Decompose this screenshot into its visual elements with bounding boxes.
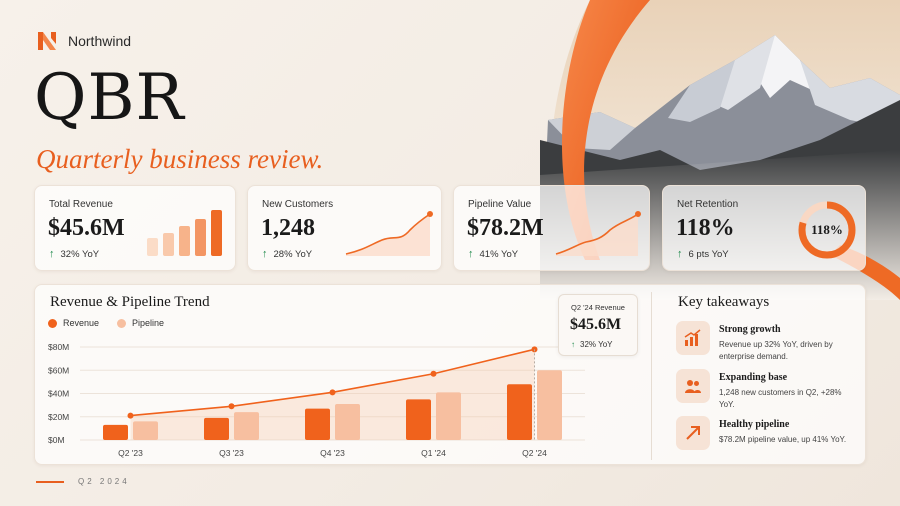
kpi-value: 1,248 xyxy=(261,215,315,241)
bar-pipeline xyxy=(436,392,461,440)
arrow-up-icon: ↑ xyxy=(468,248,474,260)
x-tick-label: Q4 '23 xyxy=(320,448,345,458)
x-tick-label: Q1 '24 xyxy=(421,448,446,458)
bar-revenue xyxy=(305,408,330,440)
footer-accent-line xyxy=(36,481,64,483)
page-title: QBR xyxy=(34,61,185,135)
x-tick-label: Q3 '23 xyxy=(219,448,244,458)
bar-revenue xyxy=(507,384,532,440)
bar-revenue xyxy=(103,424,128,440)
y-tick-label: $20M xyxy=(48,412,69,422)
arrow-up-right-icon xyxy=(676,416,710,450)
n-logo-icon xyxy=(38,32,56,50)
kpi-label: New Customers xyxy=(262,199,334,210)
y-tick-label: $80M xyxy=(48,342,69,352)
bar-pipeline xyxy=(335,403,360,440)
panel-divider xyxy=(651,292,652,460)
line-point xyxy=(430,370,437,377)
bar-pipeline xyxy=(537,370,562,440)
kpi-delta-text: 32% YoY xyxy=(60,248,100,260)
tooltip-delta: ↑ 32% YoY xyxy=(571,340,612,349)
takeaway-title: Strong growth xyxy=(719,324,781,335)
kpi-delta: ↑ 32% YoY xyxy=(49,248,99,260)
bar-trend-icon xyxy=(147,210,222,256)
takeaway-text: Revenue up 32% YoY, driven by enterprise… xyxy=(719,340,833,361)
bar-pipeline xyxy=(133,421,158,440)
chart-legend: Revenue Pipeline xyxy=(48,318,164,328)
bar-revenue xyxy=(204,417,229,440)
tooltip-label: Q2 '24 Revenue xyxy=(571,303,625,312)
footer-text: Q2 2024 xyxy=(78,477,130,486)
kpi-value: 118% xyxy=(676,215,735,241)
legend-item-pipeline[interactable]: Pipeline xyxy=(117,318,164,328)
chart-tooltip: Q2 '24 Revenue $45.6M ↑ 32% YoY xyxy=(558,294,638,356)
takeaway-text: $78.2M pipeline value, up 41% YoY. xyxy=(719,435,847,444)
kpi-value: $78.2M xyxy=(467,215,544,241)
kpi-delta-text: 6 pts YoY xyxy=(688,248,729,260)
retention-gauge: 118% xyxy=(798,201,856,259)
kpi-label: Total Revenue xyxy=(49,199,113,210)
kpi-card-revenue[interactable]: Total Revenue $45.6M ↑ 32% YoY xyxy=(34,185,236,271)
arrow-up-icon: ↑ xyxy=(677,248,683,260)
line-trend-icon xyxy=(345,211,433,256)
tooltip-delta-text: 32% YoY xyxy=(580,340,613,349)
line-point xyxy=(127,412,134,419)
kpi-label: Net Retention xyxy=(677,199,739,210)
takeaway-title: Expanding base xyxy=(719,372,788,383)
legend-swatch xyxy=(48,318,57,328)
tooltip-value: $45.6M xyxy=(570,316,622,333)
kpi-delta: ↑ 6 pts YoY xyxy=(677,248,729,260)
line-trend-icon xyxy=(555,211,641,256)
page-subtitle: Quarterly business review. xyxy=(36,144,324,174)
legend-item-revenue[interactable]: Revenue xyxy=(48,318,99,328)
kpi-delta: ↑ 28% YoY xyxy=(262,248,312,260)
chart-title: Revenue & Pipeline Trend xyxy=(50,294,210,310)
arrow-up-icon: ↑ xyxy=(262,248,268,260)
x-tick-label: Q2 '23 xyxy=(118,448,143,458)
bar-revenue xyxy=(406,399,431,440)
bar-pipeline xyxy=(234,412,259,440)
kpi-label: Pipeline Value xyxy=(468,199,532,210)
kpi-delta-text: 41% YoY xyxy=(479,248,519,260)
brand-name: Northwind xyxy=(68,33,132,49)
users-icon xyxy=(676,369,710,403)
legend-label: Revenue xyxy=(63,318,100,328)
takeaway-text: 1,248 new customers in Q2, +28% YoY. xyxy=(719,388,842,409)
takeaway-title: Healthy pipeline xyxy=(719,419,790,430)
takeaways-title: Key takeaways xyxy=(678,294,770,310)
kpi-card-retention[interactable]: Net Retention 118% ↑ 6 pts YoY 118% xyxy=(662,185,866,271)
line-point xyxy=(329,389,336,396)
gauge-text: 118% xyxy=(811,222,843,237)
kpi-card-pipeline[interactable]: Pipeline Value $78.2M ↑ 41% YoY xyxy=(453,185,650,271)
legend-swatch xyxy=(117,318,127,328)
kpi-value: $45.6M xyxy=(48,215,125,241)
y-tick-label: $0M xyxy=(48,435,65,445)
brand: Northwind xyxy=(36,30,131,52)
arrow-up-icon: ↑ xyxy=(49,248,55,260)
legend-label: Pipeline xyxy=(132,318,165,328)
x-tick-label: Q2 '24 xyxy=(522,448,547,458)
arrow-up-icon: ↑ xyxy=(571,340,575,349)
kpi-delta-text: 28% YoY xyxy=(273,248,313,260)
kpi-delta: ↑ 41% YoY xyxy=(468,248,518,260)
bar-chart-icon xyxy=(676,321,710,355)
y-tick-label: $40M xyxy=(48,389,69,399)
line-point xyxy=(228,403,235,410)
kpi-card-customers[interactable]: New Customers 1,248 ↑ 28% YoY xyxy=(247,185,442,271)
y-tick-label: $60M xyxy=(48,365,69,375)
